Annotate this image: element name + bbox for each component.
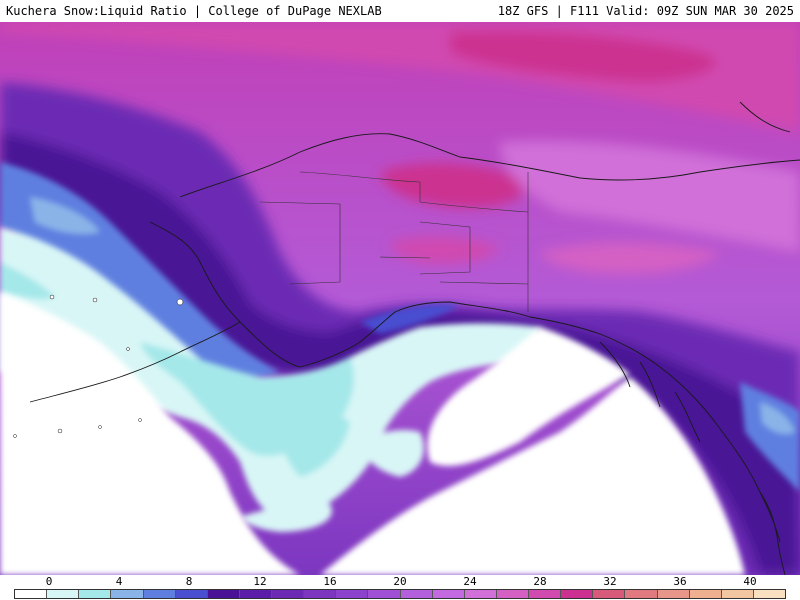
legend-tick: 40 xyxy=(743,575,757,588)
legend-swatch xyxy=(432,590,465,598)
map-header: Kuchera Snow:Liquid Ratio | College of D… xyxy=(0,0,800,22)
legend-tick: 28 xyxy=(533,575,547,588)
legend-swatch xyxy=(239,590,272,598)
legend-color-bar xyxy=(14,589,786,599)
legend-swatch xyxy=(15,590,48,598)
legend-tick: 8 xyxy=(185,575,193,588)
field-no-snow xyxy=(0,292,745,575)
legend-tick: 32 xyxy=(603,575,617,588)
legend-swatch xyxy=(47,590,80,598)
legend-swatch xyxy=(753,590,785,598)
map-canvas xyxy=(0,22,800,575)
legend-swatch xyxy=(175,590,208,598)
product-title: Kuchera Snow:Liquid Ratio | College of D… xyxy=(6,4,382,18)
legend-tick: 24 xyxy=(463,575,477,588)
legend-swatch xyxy=(529,590,562,598)
legend-tick: 36 xyxy=(673,575,687,588)
legend-swatch xyxy=(657,590,690,598)
legend-swatch xyxy=(721,590,754,598)
legend-swatch xyxy=(336,590,369,598)
legend-tick: 20 xyxy=(393,575,407,588)
legend-swatch xyxy=(689,590,722,598)
legend-tick: 0 xyxy=(45,575,53,588)
coastlines xyxy=(29,101,800,575)
legend-swatch xyxy=(496,590,529,598)
legend-tick: 4 xyxy=(115,575,123,588)
legend-swatch xyxy=(625,590,658,598)
legend-swatch xyxy=(111,590,144,598)
legend-swatch xyxy=(464,590,497,598)
legend-ticks: 0 4 8 12 16 20 24 28 32 36 40 xyxy=(0,575,800,588)
legend-swatch xyxy=(304,590,337,598)
islands xyxy=(13,294,184,438)
legend-swatch xyxy=(79,590,112,598)
legend-tick: 16 xyxy=(323,575,337,588)
color-scale-legend: 0 4 8 12 16 20 24 28 32 36 40 xyxy=(0,575,800,600)
field-high-ratio xyxy=(0,22,800,274)
legend-swatch xyxy=(207,590,240,598)
field-low-ratio-blue xyxy=(0,162,800,492)
legend-swatch xyxy=(272,590,305,598)
legend-swatch xyxy=(400,590,433,598)
legend-swatch xyxy=(368,590,401,598)
legend-swatch xyxy=(561,590,594,598)
legend-swatch xyxy=(143,590,176,598)
legend-tick: 12 xyxy=(253,575,267,588)
legend-swatch xyxy=(593,590,626,598)
snow-ratio-map xyxy=(0,22,800,575)
state-borders xyxy=(259,171,529,312)
model-run-info: 18Z GFS | F111 Valid: 09Z SUN MAR 30 202… xyxy=(497,4,794,18)
